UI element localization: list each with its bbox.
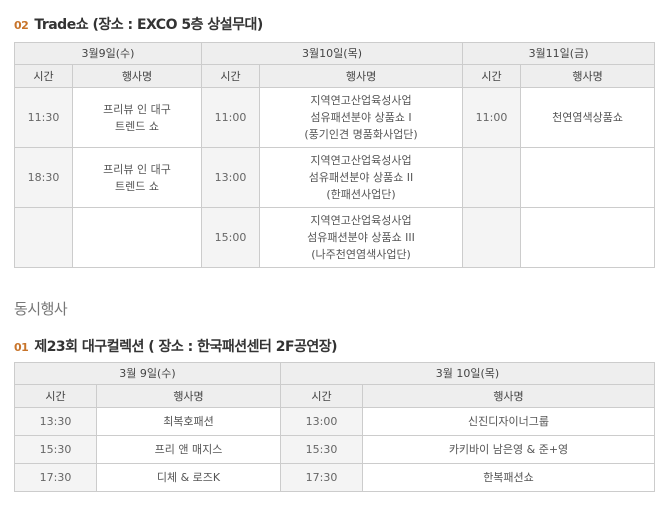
- time-cell: 11:00: [201, 87, 261, 148]
- time-cell: 11:30: [14, 87, 73, 148]
- time-cell: 13:00: [201, 147, 261, 208]
- table-row: 13:30 최복호패션 13:00 신진디자이너그룹: [14, 407, 655, 436]
- event-line: 지역연고산업육성사업: [310, 154, 412, 167]
- trade-section-title: 02 Trade쇼 (장소 : EXCO 5층 상설무대): [14, 17, 263, 33]
- collection-schedule-table: 3월 9일(수) 3월 10일(목) 시간 행사명 시간 행사명 13:30 최복호패션 1…: [14, 362, 655, 492]
- time-cell: [14, 207, 73, 268]
- day-header: 3월11일(금): [462, 42, 656, 65]
- event-line: 섬유패션분야 상품쇼 I: [310, 111, 412, 124]
- time-column-header: 시간: [14, 384, 97, 408]
- event-line: (한패션사업단): [326, 188, 396, 201]
- event-cell: [71, 207, 203, 268]
- time-cell: 15:00: [201, 207, 261, 268]
- time-cell: [462, 207, 522, 268]
- event-line: 프리뷰 인 대구: [103, 162, 171, 176]
- event-column-header: 행사명: [96, 384, 281, 408]
- time-cell: 18:30: [14, 147, 73, 208]
- event-cell: [520, 147, 656, 208]
- event-line: 천연염색상품쇼: [552, 111, 623, 124]
- event-line: 트렌드 쇼: [115, 119, 159, 133]
- time-column-header: 시간: [462, 64, 522, 88]
- table-row: 11:30 프리뷰 인 대구 트렌드 쇼 11:00 지역연고산업육성사업 섬유패션분야 …: [14, 87, 656, 148]
- event-column-header: 행사명: [259, 64, 464, 88]
- event-cell: 신진디자이너그룹: [362, 407, 655, 436]
- event-cell: 최복호패션: [96, 407, 281, 436]
- day-header: 3월9일(수): [13, 42, 203, 65]
- time-cell: 17:30: [14, 463, 97, 492]
- event-column-header: 행사명: [362, 384, 655, 408]
- event-cell: 프리 앤 매지스: [96, 435, 281, 464]
- event-line: 프리뷰 인 대구: [103, 102, 171, 116]
- event-line: 트렌드 쇼: [115, 179, 159, 193]
- time-column-header: 시간: [201, 64, 261, 88]
- event-column-header: 행사명: [71, 64, 203, 88]
- event-line: (풍기인견 명품화사업단): [304, 128, 418, 141]
- event-line: 지역연고산업육성사업: [310, 94, 412, 107]
- collection-section-title: 01 제23회 대구컬렉션 ( 장소 : 한국패션센터 2F공연장): [14, 339, 338, 355]
- event-cell: 디체 & 로즈K: [96, 463, 281, 492]
- time-column-header: 시간: [280, 384, 363, 408]
- event-line: 섬유패션분야 상품쇼 II: [308, 171, 414, 184]
- day-header: 3월 9일(수): [14, 362, 281, 385]
- concurrent-events-heading: 동시행사: [14, 300, 68, 318]
- event-cell: 천연염색상품쇼: [520, 87, 656, 148]
- time-cell: 13:00: [280, 407, 363, 436]
- trade-schedule-table: 3월9일(수) 3월10일(목) 3월11일(금) 시간 행사명 시간 행사명 시간 행사명 …: [13, 42, 656, 268]
- table-row: 17:30 디체 & 로즈K 17:30 한복패션쇼: [14, 463, 655, 492]
- event-column-header: 행사명: [520, 64, 656, 88]
- event-line: (나주천연염색사업단): [311, 248, 411, 261]
- event-cell: 카키바이 남은영 & 준+영: [362, 435, 655, 464]
- event-line: 섬유패션분야 상품쇼 III: [307, 231, 415, 244]
- table-row: 18:30 프리뷰 인 대구 트렌드 쇼 13:00 지역연고산업육성사업 섬유패션분야 …: [14, 147, 656, 208]
- time-cell: 11:00: [462, 87, 522, 148]
- time-cell: 17:30: [280, 463, 363, 492]
- day-header: 3월10일(목): [201, 42, 464, 65]
- time-cell: 13:30: [14, 407, 97, 436]
- time-cell: 15:30: [14, 435, 97, 464]
- table-row: 15:30 프리 앤 매지스 15:30 카키바이 남은영 & 준+영: [14, 435, 655, 464]
- time-cell: [462, 147, 522, 208]
- time-cell: 15:30: [280, 435, 363, 464]
- event-cell: 한복패션쇼: [362, 463, 655, 492]
- event-line: 지역연고산업육성사업: [310, 214, 412, 227]
- day-header: 3월 10일(목): [280, 362, 655, 385]
- time-column-header: 시간: [14, 64, 73, 88]
- event-cell: [520, 207, 656, 268]
